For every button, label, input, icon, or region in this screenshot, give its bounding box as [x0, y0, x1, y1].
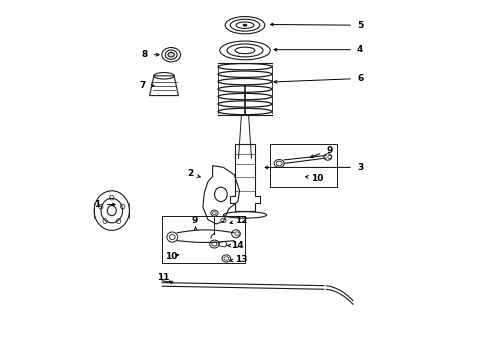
Text: 9: 9 — [326, 146, 332, 155]
Text: 2: 2 — [187, 169, 194, 178]
Bar — [270, 144, 337, 187]
Text: 10: 10 — [311, 174, 323, 183]
Text: 8: 8 — [141, 50, 147, 59]
Text: 12: 12 — [235, 216, 247, 225]
Text: 1: 1 — [94, 200, 100, 209]
Bar — [162, 216, 245, 263]
Text: 13: 13 — [235, 256, 247, 264]
Text: 6: 6 — [357, 74, 363, 83]
Text: 5: 5 — [357, 21, 363, 30]
Text: 7: 7 — [139, 81, 146, 90]
Text: 14: 14 — [231, 241, 244, 250]
Text: 10: 10 — [165, 252, 177, 261]
Text: 3: 3 — [357, 163, 363, 172]
Text: 11: 11 — [157, 274, 169, 282]
Text: 9: 9 — [192, 216, 198, 225]
Text: 4: 4 — [357, 45, 364, 54]
Ellipse shape — [243, 24, 247, 26]
Ellipse shape — [168, 53, 174, 57]
